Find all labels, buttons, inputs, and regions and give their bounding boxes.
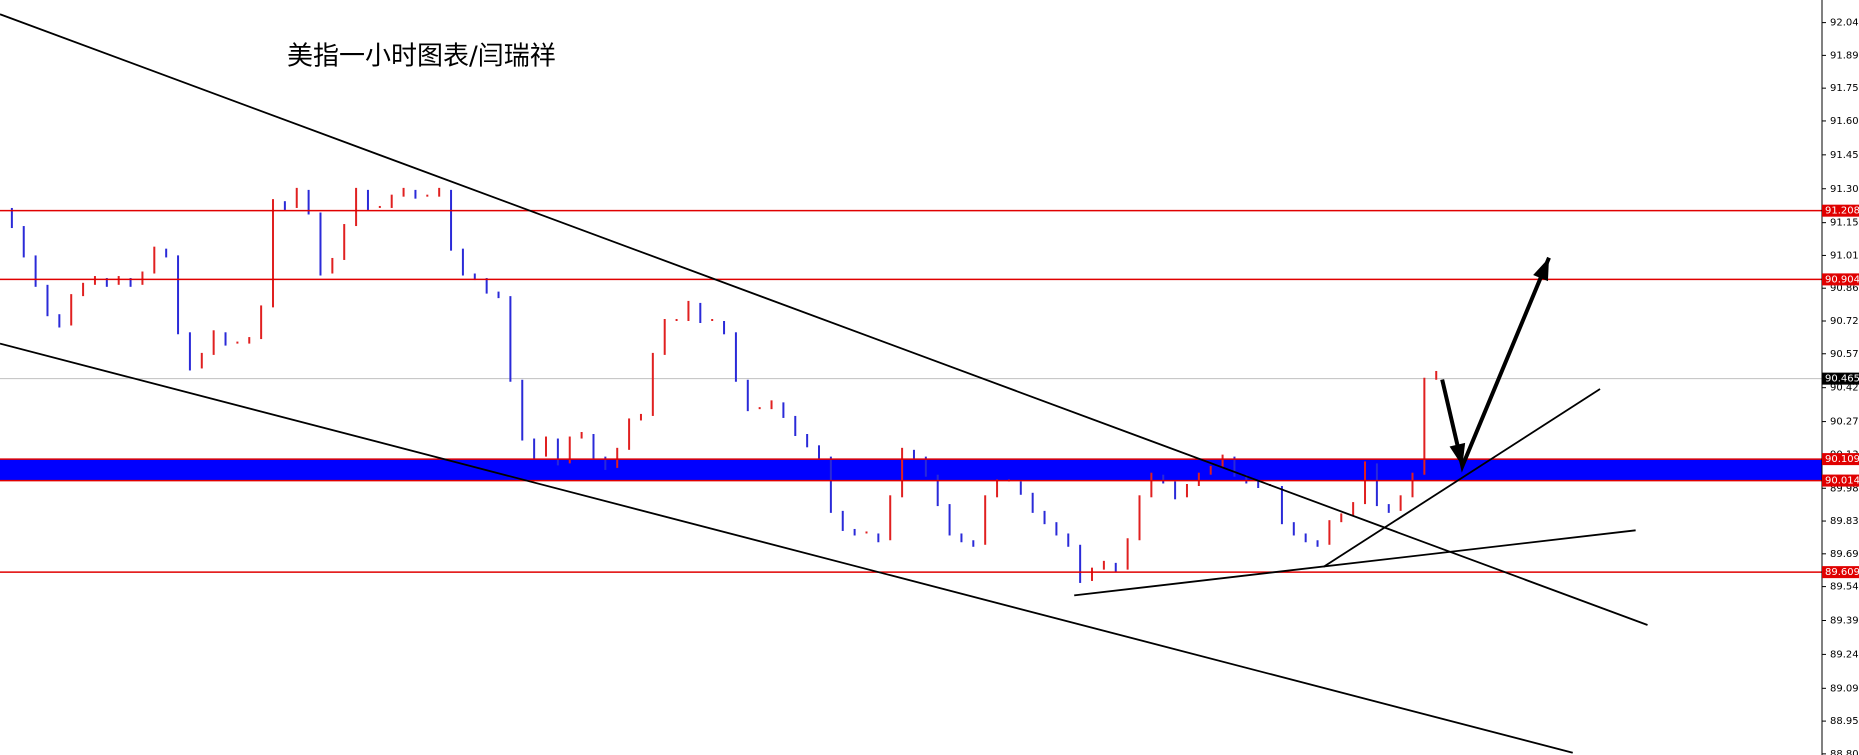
y-tick-label: 89.690 xyxy=(1830,549,1859,560)
y-tick-label: 89.245 xyxy=(1830,649,1859,660)
chart-title: 美指一小时图表/闫瑞祥 xyxy=(287,42,556,72)
current-price-label: 90.465 xyxy=(1825,374,1859,385)
y-tick-label: 91.455 xyxy=(1830,150,1859,161)
y-tick-label: 91.010 xyxy=(1830,250,1859,261)
level-box xyxy=(1822,273,1859,286)
level-label: 90.109 xyxy=(1825,454,1859,465)
y-tick-label: 88.950 xyxy=(1830,716,1859,727)
arrow-head xyxy=(1449,442,1466,467)
y-tick-label: 91.750 xyxy=(1830,83,1859,94)
trendline xyxy=(1074,529,1636,597)
y-tick-label: 89.545 xyxy=(1830,582,1859,593)
level-label: 90.014 xyxy=(1825,476,1859,487)
y-tick-label: 89.095 xyxy=(1830,683,1859,694)
support-band xyxy=(0,459,1822,481)
y-tick-label: 90.275 xyxy=(1830,417,1859,428)
level-box xyxy=(1822,453,1859,466)
level-box xyxy=(1822,474,1859,487)
level-label: 90.904 xyxy=(1825,274,1859,285)
y-tick-label: 88.805 xyxy=(1830,749,1859,755)
y-tick-label: 90.575 xyxy=(1830,349,1859,360)
level-label: 91.208 xyxy=(1825,206,1859,217)
y-tick-label: 92.040 xyxy=(1830,18,1859,29)
y-tick-label: 90.865 xyxy=(1830,283,1859,294)
arrow-head xyxy=(1533,257,1549,282)
y-tick-label: 91.895 xyxy=(1830,50,1859,61)
y-tick-label: 91.605 xyxy=(1830,116,1859,127)
y-tick-label: 89.395 xyxy=(1830,616,1859,627)
level-label: 89.609 xyxy=(1825,567,1859,578)
y-tick-label: 90.720 xyxy=(1830,316,1859,327)
trendline xyxy=(1322,388,1601,568)
y-tick-label: 91.305 xyxy=(1830,184,1859,195)
current-price-box xyxy=(1822,372,1859,385)
level-box xyxy=(1822,566,1859,579)
y-tick-label: 89.835 xyxy=(1830,516,1859,527)
level-box xyxy=(1822,204,1859,217)
trendline xyxy=(0,342,1573,754)
y-tick-label: 89.980 xyxy=(1830,483,1859,494)
y-tick-label: 90.425 xyxy=(1830,383,1859,394)
y-tick-label: 91.155 xyxy=(1830,218,1859,229)
trendline xyxy=(0,13,1648,626)
